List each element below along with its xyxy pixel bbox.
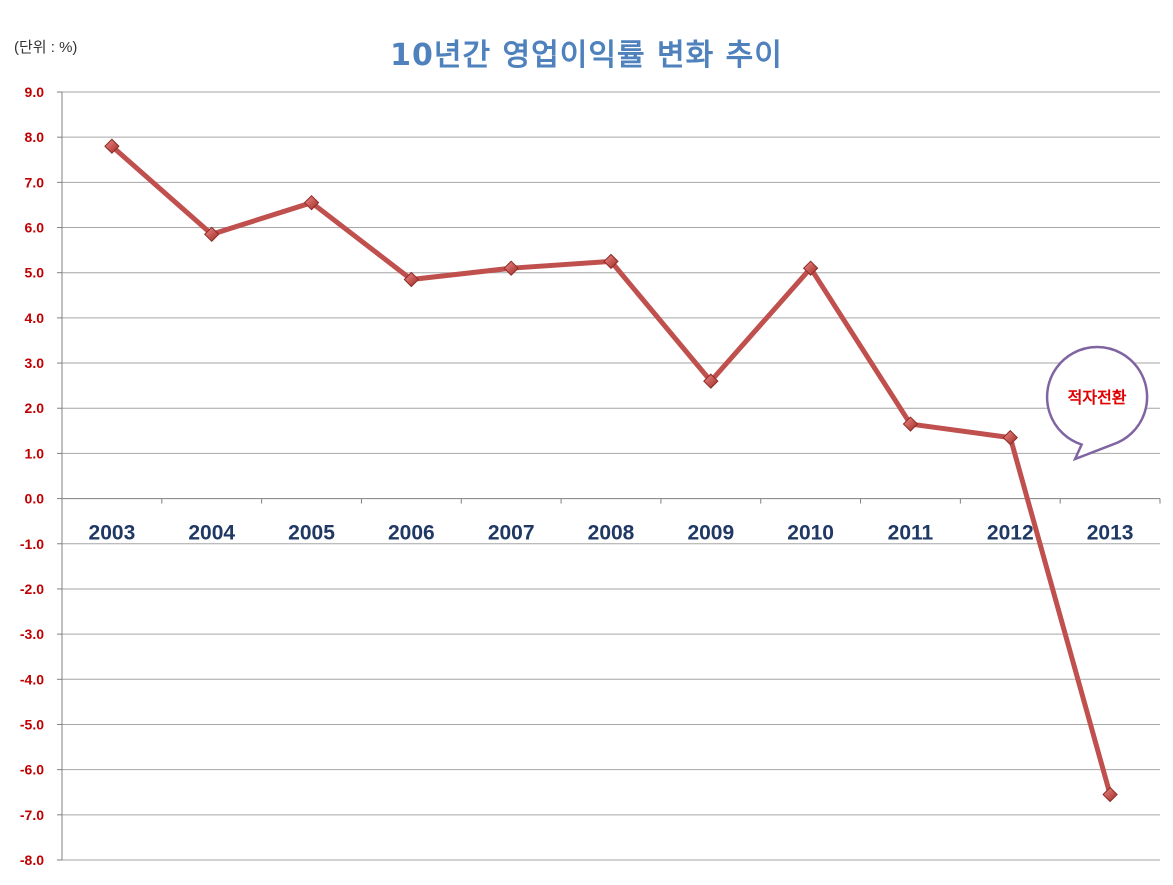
series-markers — [104, 138, 1118, 803]
series-polyline — [109, 143, 1113, 797]
y-tick-label: -7.0 — [20, 807, 44, 823]
data-point — [703, 373, 719, 389]
x-tick-label: 2011 — [888, 522, 934, 545]
y-tick-label: -3.0 — [20, 626, 44, 642]
x-tick-label: 2004 — [188, 522, 235, 545]
data-point — [104, 138, 120, 154]
x-tick-label: 2012 — [987, 522, 1034, 545]
y-axis-ticks: 9.0 8.0 7.0 6.0 5.0 4.0 3.0 2.0 1.0 0.0 -1.0 -2.0 -3… — [20, 84, 44, 868]
y-tick-label: 8.0 — [25, 129, 45, 145]
data-point — [403, 271, 420, 288]
y-tick-label: -6.0 — [20, 762, 44, 778]
y-tick-label: 2.0 — [25, 400, 45, 416]
y-tick-label: -2.0 — [20, 581, 44, 597]
x-tick-label: 2007 — [488, 522, 535, 545]
axes — [57, 91, 1161, 861]
y-tick-label: -4.0 — [20, 671, 44, 687]
x-tick-label: 2008 — [588, 522, 635, 545]
y-tick-label: 1.0 — [25, 445, 45, 461]
y-tick-label: -5.0 — [20, 716, 44, 732]
callout-text: 적자전환 — [1068, 388, 1127, 407]
y-tick-label: 4.0 — [25, 310, 45, 326]
x-tick-label: 2006 — [388, 522, 435, 545]
data-point — [603, 253, 619, 270]
x-tick-label: 2005 — [288, 522, 335, 545]
unit-label: (단위 : %) — [14, 39, 78, 56]
y-tick-label: 0.0 — [25, 491, 45, 507]
series-line — [109, 143, 1113, 797]
annotation-callout: 적자전환 — [1045, 345, 1149, 462]
y-tick-label: 6.0 — [25, 220, 45, 236]
data-point — [303, 194, 320, 211]
chart-title: 10년간 영업이익률 변화 추이 — [390, 38, 783, 73]
y-tick-label: 5.0 — [25, 265, 45, 281]
data-point — [1102, 786, 1118, 803]
data-point — [204, 226, 220, 243]
y-tick-label: -1.0 — [20, 536, 44, 552]
x-tick-label: 2010 — [787, 522, 834, 545]
gridlines — [62, 91, 1160, 861]
data-point — [503, 260, 519, 276]
x-tick-label: 2009 — [687, 522, 734, 545]
y-tick-label: -8.0 — [20, 852, 44, 868]
data-point — [1002, 429, 1018, 446]
y-tick-label: 3.0 — [25, 355, 45, 371]
x-axis-ticks: 2003 2004 2005 2006 2007 2008 2009 2010 2011 2012… — [89, 522, 1134, 545]
data-point — [902, 416, 919, 432]
y-tick-label: 7.0 — [25, 174, 45, 190]
x-tick-label: 2003 — [89, 522, 136, 545]
x-tick-label: 2013 — [1087, 522, 1134, 545]
callout-bubble — [1045, 345, 1149, 462]
y-tick-label: 9.0 — [25, 84, 45, 100]
data-point — [802, 260, 819, 276]
